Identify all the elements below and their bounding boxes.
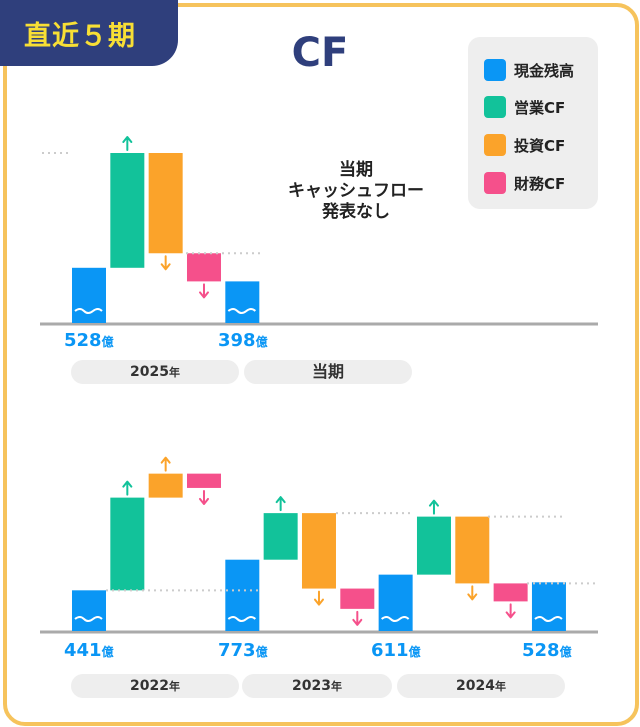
cash-bar-wave-2025-end [227, 308, 257, 314]
balance-label-2022-start: 441億 [64, 640, 114, 661]
investing-cf-bar-2023 [301, 513, 336, 589]
period-pill-2023: 2023年 [242, 674, 392, 698]
cash-bar-wave-2024-end [534, 616, 563, 622]
financing-cf-bar-2025 [186, 253, 221, 282]
legend-swatch-financing [484, 172, 506, 194]
cash-bar-2023-end [378, 574, 413, 631]
cash-bar-2022-start [72, 590, 106, 631]
period-label-2022: 2022 [130, 678, 169, 694]
legend-label-financing: 財務CF [514, 174, 566, 193]
note-line-1: 当期 [339, 160, 373, 180]
cash-bar-wave-2025-start [74, 308, 103, 314]
investing-up-arrow-2022 [160, 456, 171, 472]
cash-bar-2025-end [225, 281, 260, 323]
legend: 現金残高 営業CF 投資CF 財務CF [468, 37, 598, 209]
financing-down-arrow-2024 [505, 603, 516, 619]
operating-up-arrow-2025 [122, 136, 133, 151]
balance-label-2023-end: 611億 [371, 640, 421, 661]
operating-up-arrow-2023 [275, 496, 286, 512]
balance-label-2022-end: 773億 [218, 640, 268, 661]
cash-bar-wave-2022-start [74, 616, 103, 622]
balance-label-2024-end: 528億 [522, 640, 572, 661]
operating-up-arrow-2022 [122, 480, 133, 496]
financing-cf-bar-2023 [340, 588, 375, 609]
operating-up-arrow-2024 [428, 499, 439, 515]
operating-cf-bar-2022 [110, 497, 145, 591]
balance-label-2025-start: 528億 [64, 330, 114, 351]
cash-bar-wave-2023-end [381, 616, 410, 622]
legend-swatch-investing [484, 134, 506, 156]
period-pill-2024: 2024年 [397, 674, 565, 698]
period-pill-2025: 2025年 [71, 360, 239, 384]
financing-down-arrow-2022 [198, 489, 209, 505]
note-line-2: キャッシュフロー [288, 181, 424, 201]
legend-label-operating: 営業CF [514, 98, 566, 117]
financing-down-arrow-2025 [198, 283, 209, 299]
year-suffix-2023: 年 [330, 680, 342, 693]
period-label-2024: 2024 [456, 678, 495, 694]
cash-bar-2024-end [531, 582, 566, 631]
period-badge-text: 直近５期 [24, 21, 136, 52]
legend-item-financing: 財務CF [484, 171, 565, 195]
financing-cf-bar-2022 [186, 473, 221, 488]
financing-down-arrow-2023 [352, 610, 363, 626]
legend-item-investing: 投資CF [484, 133, 565, 157]
financing-cf-bar-2024 [493, 583, 528, 602]
year-suffix-2022: 年 [168, 680, 180, 693]
year-suffix-2024: 年 [494, 680, 506, 693]
investing-cf-bar-2024 [455, 516, 490, 584]
investing-cf-bar-2022 [148, 473, 183, 498]
legend-label-cash: 現金残高 [514, 61, 575, 80]
operating-cf-bar-2023 [263, 513, 298, 560]
note-line-3: 発表なし [322, 202, 390, 222]
legend-item-operating: 営業CF [484, 95, 565, 119]
cash-bar-2022-end [225, 559, 260, 631]
investing-down-arrow-2023 [313, 590, 324, 606]
chart-title: CF [291, 30, 349, 76]
no-cashflow-note: 当期 キャッシュフロー 発表なし [250, 160, 462, 223]
investing-cf-bar-2025 [148, 153, 183, 254]
period-pill-2022: 2022年 [71, 674, 239, 698]
operating-cf-bar-2024 [416, 516, 451, 575]
legend-item-cash: 現金残高 [484, 58, 574, 82]
investing-down-arrow-2025 [160, 255, 171, 271]
operating-cf-bar-2025 [110, 153, 145, 268]
legend-swatch-operating [484, 96, 506, 118]
legend-label-investing: 投資CF [514, 136, 566, 155]
investing-down-arrow-2024 [467, 585, 478, 601]
cash-bar-2025-start [72, 267, 106, 323]
balance-label-2025-end: 398億 [218, 330, 268, 351]
period-label-2023: 2023 [292, 678, 331, 694]
period-label-2025: 2025 [130, 364, 169, 380]
current-period-label: 当期 [311, 362, 344, 381]
period-badge: 直近５期 [0, 0, 178, 66]
year-suffix-2025: 年 [168, 366, 180, 379]
current-period-pill: 当期 [244, 360, 412, 384]
legend-swatch-cash [484, 59, 506, 81]
cash-bar-wave-2022-end [227, 616, 257, 622]
